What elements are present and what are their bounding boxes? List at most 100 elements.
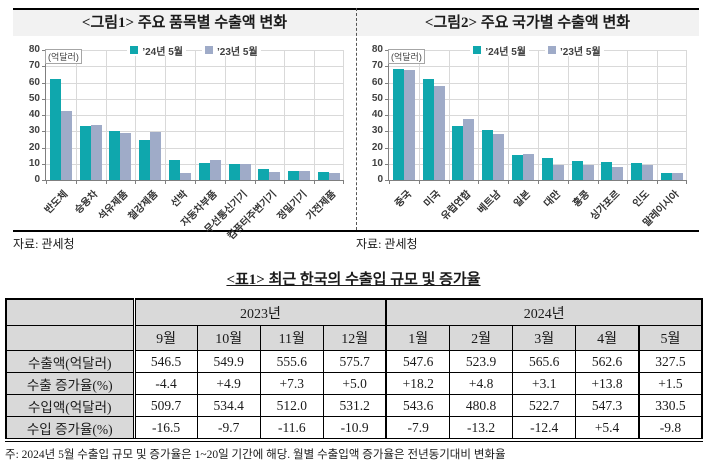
figure2-title: <그림2> 주요 국가별 수출액 변화 — [356, 8, 699, 36]
month-header: 2월 — [449, 325, 514, 351]
x-axis-tick — [76, 180, 77, 184]
month-header-row: 9월 10월 11월 12월 1월 2월 3월 4월 5월 — [5, 325, 703, 351]
figure1-x-axis-labels: 반도체 승용차 석유제품 철강제품 선박 자동차부품 무선통신기기 컴퓨터주변기기 정밀기기 가전… — [43, 184, 343, 242]
x-axis-tick — [568, 180, 569, 184]
bar-previous-year — [493, 134, 505, 180]
bar-previous-year — [582, 165, 594, 180]
y-axis-tick — [385, 164, 389, 165]
value-cell: 480.8 — [449, 394, 514, 417]
value-cell: +7.3 — [259, 372, 324, 395]
value-cell: +13.8 — [575, 372, 640, 395]
x-axis-label: 철강제품 — [126, 188, 160, 223]
year-header: 2023년 — [132, 298, 387, 326]
bar-current-year — [392, 69, 404, 180]
legend-label: ’24년 5월 — [485, 46, 526, 58]
bar-group — [284, 171, 314, 180]
y-axis-tick — [385, 83, 389, 84]
month-header: 5월 — [637, 325, 703, 351]
legend-swatch — [130, 46, 139, 54]
bar-previous-year — [209, 160, 221, 180]
figure1-bar-chart: ’24년 5월 ’23년 5월 (억달러) 반도체 승용차 석유제품 철강제품 선박 자동차… — [13, 36, 356, 242]
x-axis-tick — [686, 180, 687, 184]
y-axis-tick-label: 0 — [34, 174, 40, 185]
x-axis-label: 대만 — [541, 188, 563, 210]
x-axis-label: 미국 — [422, 188, 444, 210]
y-axis-tick-label: 30 — [371, 125, 383, 136]
y-axis-tick-label: 20 — [371, 142, 383, 153]
value-cell: 546.5 — [132, 350, 198, 373]
row-label: 수출액(억달러) — [5, 350, 135, 373]
value-cell: -12.4 — [512, 416, 577, 442]
y-axis-tick-label: 80 — [371, 44, 383, 55]
bar-group — [106, 131, 136, 180]
legend-swatch — [548, 46, 556, 54]
value-cell: +4.8 — [449, 372, 514, 395]
row-label: 수출 증가율(%) — [5, 372, 135, 395]
figures-bottom-rule — [13, 230, 699, 232]
month-header: 4월 — [575, 325, 640, 351]
row-label: 수입액(억달러) — [5, 394, 135, 417]
y-axis-tick — [385, 131, 389, 132]
y-axis-tick-label: 80 — [28, 44, 40, 55]
bar-group — [46, 79, 76, 180]
value-cell: +5.4 — [575, 416, 640, 442]
bar-group — [255, 169, 285, 180]
bar-group — [657, 173, 687, 180]
y-axis-tick — [385, 50, 389, 51]
month-header: 3월 — [512, 325, 577, 351]
table-body: 수출액(억달러) 546.5 549.9 555.6 575.7 547.6 523.9 56… — [5, 350, 703, 442]
value-cell: 509.7 — [132, 394, 198, 417]
y-axis-tick — [42, 66, 46, 67]
value-cell: +4.9 — [196, 372, 261, 395]
month-header: 10월 — [196, 325, 261, 351]
x-axis-tick — [419, 180, 420, 184]
y-axis-tick — [42, 180, 46, 181]
bar-group — [76, 125, 106, 180]
bar-previous-year — [90, 125, 102, 180]
gridline-vertical — [225, 50, 226, 180]
x-axis-label: 유럽연합 — [439, 188, 474, 223]
bar-previous-year — [403, 70, 415, 180]
x-axis-tick — [389, 180, 390, 184]
x-axis-label: 인도 — [631, 188, 652, 210]
x-axis-label: 가전제품 — [304, 188, 339, 223]
table-row: 수출 증가율(%) -4.4 +4.9 +7.3 +5.0 +18.2 +4.8 +3.1 +1… — [5, 372, 703, 395]
trade-data-table: 2023년 2024년 9월 10월 11월 12월 1월 2월 3월 4월 5월 수출액(억달러)… — [5, 298, 703, 442]
value-cell: 547.6 — [385, 350, 451, 373]
x-axis-tick — [314, 180, 315, 184]
x-axis-tick — [598, 180, 599, 184]
y-axis-tick-label: 40 — [371, 109, 383, 120]
x-axis-tick — [46, 180, 47, 184]
table-footnote: 주: 2024년 5월 수출입 규모 및 증가율은 1~20일 기간에 해당. … — [5, 449, 506, 461]
x-axis-label: 싱가포르 — [588, 188, 623, 223]
bar-previous-year — [269, 172, 281, 180]
x-axis-label: 반도체 — [43, 188, 71, 217]
bar-previous-year — [523, 154, 535, 180]
y-axis-tick — [42, 99, 46, 100]
month-header: 1월 — [385, 325, 451, 351]
corner-cell — [5, 325, 135, 351]
bar-group — [314, 172, 344, 180]
value-cell: 522.7 — [512, 394, 577, 417]
table-title: <표1> 최근 한국의 수출입 규모 및 증가율 — [226, 272, 481, 288]
bar-current-year — [49, 79, 61, 180]
bar-group — [538, 158, 568, 180]
bar-current-year — [541, 158, 553, 180]
x-axis-tick — [657, 180, 658, 184]
gridline-vertical — [106, 50, 107, 180]
x-axis-tick — [284, 180, 285, 184]
value-cell: 562.6 — [575, 350, 640, 373]
bar-current-year — [512, 155, 524, 180]
panel-divider-dashed-line — [356, 8, 357, 230]
legend-item: ’24년 5월 — [127, 44, 186, 58]
bar-group — [135, 132, 165, 180]
y-axis-unit-label: (억달러) — [388, 49, 425, 64]
gridline-vertical — [627, 50, 628, 180]
bar-current-year — [288, 171, 300, 180]
bar-current-year — [109, 131, 121, 180]
gridline-vertical — [568, 50, 569, 180]
bar-current-year — [482, 130, 494, 180]
value-cell: +5.0 — [322, 372, 387, 395]
bar-current-year — [422, 79, 434, 180]
figure-sources: 자료: 관세청 자료: 관세청 — [13, 235, 699, 252]
